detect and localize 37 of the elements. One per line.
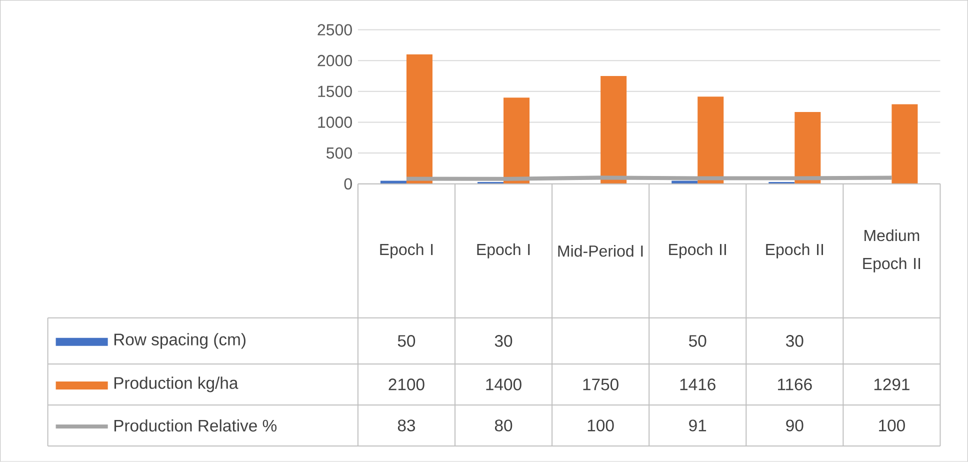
data-label: 100 (588, 420, 614, 432)
y-tick-label: 0 (344, 178, 352, 190)
data-label: 30 (786, 335, 804, 347)
y-tick-label: 500 (326, 148, 352, 159)
bar (794, 112, 821, 184)
x-tick-label: Epoch I (477, 244, 530, 258)
y-tick-label: 2500 (318, 24, 352, 36)
data-label: 1291 (874, 378, 910, 390)
data-label: 100 (879, 420, 905, 432)
legend-label: Production kg/ha (114, 376, 238, 392)
bar (600, 76, 627, 184)
x-tick-label: Epoch II (766, 244, 823, 258)
data-label: 50 (689, 335, 706, 347)
x-tick-label: Medium Epoch II (863, 230, 920, 272)
data-label: 1750 (583, 378, 618, 390)
data-label: 2100 (388, 378, 424, 390)
y-tick-label: 2000 (318, 55, 352, 66)
legend-label: Row spacing (cm) (114, 333, 246, 349)
data-label: 1416 (680, 378, 716, 390)
bar (406, 54, 432, 184)
x-tick-label: Mid-Period I (558, 245, 643, 257)
bar (698, 96, 724, 184)
data-label: 80 (494, 420, 512, 432)
bar (892, 104, 918, 184)
data-label: 91 (689, 420, 706, 432)
y-tick-label: 1500 (318, 86, 352, 98)
x-tick-label: Epoch II (669, 244, 726, 258)
bar (504, 98, 530, 184)
data-label: 83 (398, 420, 416, 432)
data-label: 1166 (778, 378, 812, 390)
data-label: 90 (786, 420, 804, 432)
x-tick-label: Epoch I (380, 244, 433, 258)
data-label: 30 (494, 335, 512, 347)
legend-label: Production Relative % (114, 419, 277, 432)
data-label: 50 (398, 335, 416, 347)
y-tick-label: 1000 (318, 116, 352, 128)
data-label: 1400 (486, 378, 522, 390)
